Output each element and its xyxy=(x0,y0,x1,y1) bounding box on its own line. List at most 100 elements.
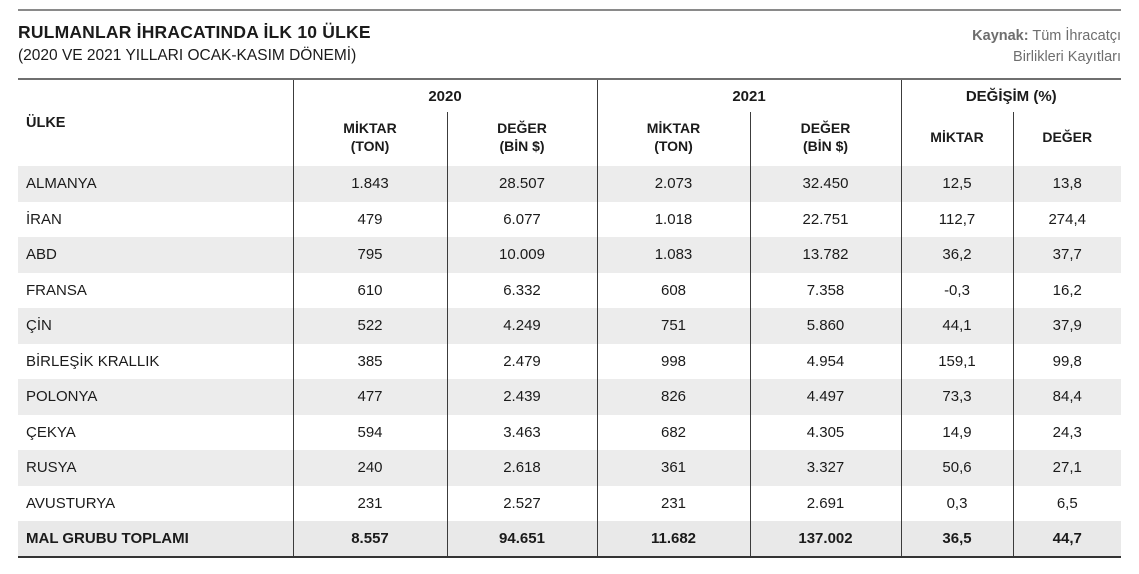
value-cell: 5.860 xyxy=(749,308,901,344)
page-title: RULMANLAR İHRACATINDA İLK 10 ÜLKE xyxy=(18,22,371,42)
value-cell: 231 xyxy=(596,485,750,522)
value-cell: 27,1 xyxy=(1012,450,1121,486)
value-cell: 479 xyxy=(292,201,447,238)
value-cell: 361 xyxy=(596,450,750,486)
table-body: ALMANYA 1.843 28.507 2.073 32.450 12,5 13,8 İRA… xyxy=(18,166,1121,558)
source-line-1: Kaynak: Tüm İhracatçı xyxy=(972,26,1121,47)
source-text-1: Tüm İhracatçı xyxy=(1032,28,1121,44)
value-cell: 0,3 xyxy=(900,485,1013,522)
data-table: ÜLKE 2020 2021 DEĞİŞİM (%) MİKTAR (TON) … xyxy=(18,78,1121,559)
column-header-2020-value: DEĞER (BİN $) xyxy=(446,112,597,167)
top-divider xyxy=(18,9,1121,11)
group-header-row: ÜLKE 2020 2021 DEĞİŞİM (%) xyxy=(18,79,1121,131)
table-row: ÇİN 522 4.249 751 5.860 44,1 37,9 xyxy=(18,308,1121,344)
value-cell: 11.682 xyxy=(596,521,750,558)
column-header-country: ÜLKE xyxy=(26,115,66,132)
value-cell: 2.618 xyxy=(446,450,597,486)
value-cell: 826 xyxy=(596,379,750,415)
column-header-2020-amount: MİKTAR (TON) xyxy=(292,112,447,167)
value-cell: 231 xyxy=(292,485,447,522)
value-cell: 240 xyxy=(292,450,447,486)
value-cell: 795 xyxy=(292,237,447,273)
value-cell: 37,7 xyxy=(1012,237,1121,273)
value-cell: 4.954 xyxy=(749,343,901,380)
page-subtitle: (2020 VE 2021 YILLARI OCAK-KASIM DÖNEMİ) xyxy=(18,47,357,64)
table-row: RUSYA 240 2.618 361 3.327 50,6 27,1 xyxy=(18,450,1121,486)
value-cell: 385 xyxy=(292,343,447,380)
value-cell: 751 xyxy=(596,308,750,344)
value-cell: 137.002 xyxy=(749,521,901,558)
value-cell: 13,8 xyxy=(1012,166,1121,202)
table-row: İRAN 479 6.077 1.018 22.751 112,7 274,4 xyxy=(18,201,1121,238)
value-cell: 682 xyxy=(596,414,750,451)
value-cell: 28.507 xyxy=(446,166,597,202)
table-row: ALMANYA 1.843 28.507 2.073 32.450 12,5 13,8 xyxy=(18,166,1121,202)
value-cell: 1.843 xyxy=(292,166,447,202)
table-row: POLONYA 477 2.439 826 4.497 73,3 84,4 xyxy=(18,379,1121,415)
table-row: FRANSA 610 6.332 608 7.358 -0,3 16,2 xyxy=(18,272,1121,309)
country-cell: AVUSTURYA xyxy=(26,494,116,512)
value-cell: 1.083 xyxy=(596,237,750,273)
table-row: AVUSTURYA 231 2.527 231 2.691 0,3 6,5 xyxy=(18,485,1121,522)
value-cell: 14,9 xyxy=(900,414,1013,451)
value-cell: 6,5 xyxy=(1012,485,1121,522)
header: RULMANLAR İHRACATINDA İLK 10 ÜLKE (2020 … xyxy=(18,11,1121,78)
total-row: MAL GRUBU TOPLAMI 8.557 94.651 11.682 137.00… xyxy=(18,521,1121,558)
value-cell: 94.651 xyxy=(446,521,597,558)
column-group-2020: 2020 xyxy=(292,79,597,113)
country-cell: RUSYA xyxy=(18,450,293,486)
table-header: ÜLKE 2020 2021 DEĞİŞİM (%) MİKTAR (TON) … xyxy=(18,79,1121,167)
value-cell: 2.073 xyxy=(596,166,750,202)
value-cell: 159,1 xyxy=(900,343,1013,380)
country-cell: ABD xyxy=(18,237,293,273)
column-group-2021: 2021 xyxy=(596,79,901,113)
column-header-change-amount: MİKTAR xyxy=(900,112,1013,167)
value-cell: 50,6 xyxy=(900,450,1013,486)
value-cell: 477 xyxy=(292,379,447,415)
value-cell: 44,7 xyxy=(1012,521,1121,558)
table-row: ABD 795 10.009 1.083 13.782 36,2 37,7 xyxy=(18,237,1121,273)
value-cell: 608 xyxy=(596,272,750,309)
value-cell: 2.479 xyxy=(446,343,597,380)
value-cell: 522 xyxy=(292,308,447,344)
value-cell: 37,9 xyxy=(1012,308,1121,344)
value-cell: 8.557 xyxy=(292,521,447,558)
value-cell: 12,5 xyxy=(900,166,1013,202)
country-cell: FRANSA xyxy=(26,281,87,299)
value-cell: 99,8 xyxy=(1012,343,1121,380)
source-label: Kaynak: xyxy=(972,28,1029,44)
value-cell: -0,3 xyxy=(900,272,1013,309)
value-cell: 3.463 xyxy=(446,414,597,451)
table-row: ÇEKYA 594 3.463 682 4.305 14,9 24,3 xyxy=(18,414,1121,451)
value-cell: 32.450 xyxy=(749,166,901,202)
value-cell: 10.009 xyxy=(446,237,597,273)
country-cell: ÇİN xyxy=(18,308,293,344)
value-cell: 2.439 xyxy=(446,379,597,415)
column-header-2021-value: DEĞER (BİN $) xyxy=(749,112,901,167)
value-cell: 44,1 xyxy=(900,308,1013,344)
value-cell: 4.249 xyxy=(446,308,597,344)
value-cell: 274,4 xyxy=(1012,201,1121,238)
value-cell: 112,7 xyxy=(900,201,1013,238)
value-cell: 4.497 xyxy=(749,379,901,415)
value-cell: 610 xyxy=(292,272,447,309)
value-cell: 16,2 xyxy=(1012,272,1121,309)
country-cell: BİRLEŞİK KRALLIK xyxy=(26,352,160,370)
column-header-2021-amount: MİKTAR (TON) xyxy=(596,112,750,167)
source-note: Kaynak: Tüm İhracatçı Birlikleri Kayıtla… xyxy=(972,22,1121,68)
value-cell: 594 xyxy=(292,414,447,451)
value-cell: 36,5 xyxy=(900,521,1013,558)
value-cell: 998 xyxy=(596,343,750,380)
country-cell: MAL GRUBU TOPLAMI xyxy=(18,521,293,558)
title-block: RULMANLAR İHRACATINDA İLK 10 ÜLKE (2020 … xyxy=(18,22,371,65)
value-cell: 84,4 xyxy=(1012,379,1121,415)
value-cell: 7.358 xyxy=(749,272,901,309)
sub-header-row: MİKTAR (TON) DEĞER (BİN $) MİKTAR (TON) … xyxy=(18,112,1121,167)
value-cell: 4.305 xyxy=(749,414,901,451)
column-group-change: DEĞİŞİM (%) xyxy=(900,79,1121,113)
value-cell: 73,3 xyxy=(900,379,1013,415)
value-cell: 1.018 xyxy=(596,201,750,238)
value-cell: 2.527 xyxy=(446,485,597,522)
table-row: BİRLEŞİK KRALLIK 385 2.479 998 4.954 159,1 99,… xyxy=(18,343,1121,380)
